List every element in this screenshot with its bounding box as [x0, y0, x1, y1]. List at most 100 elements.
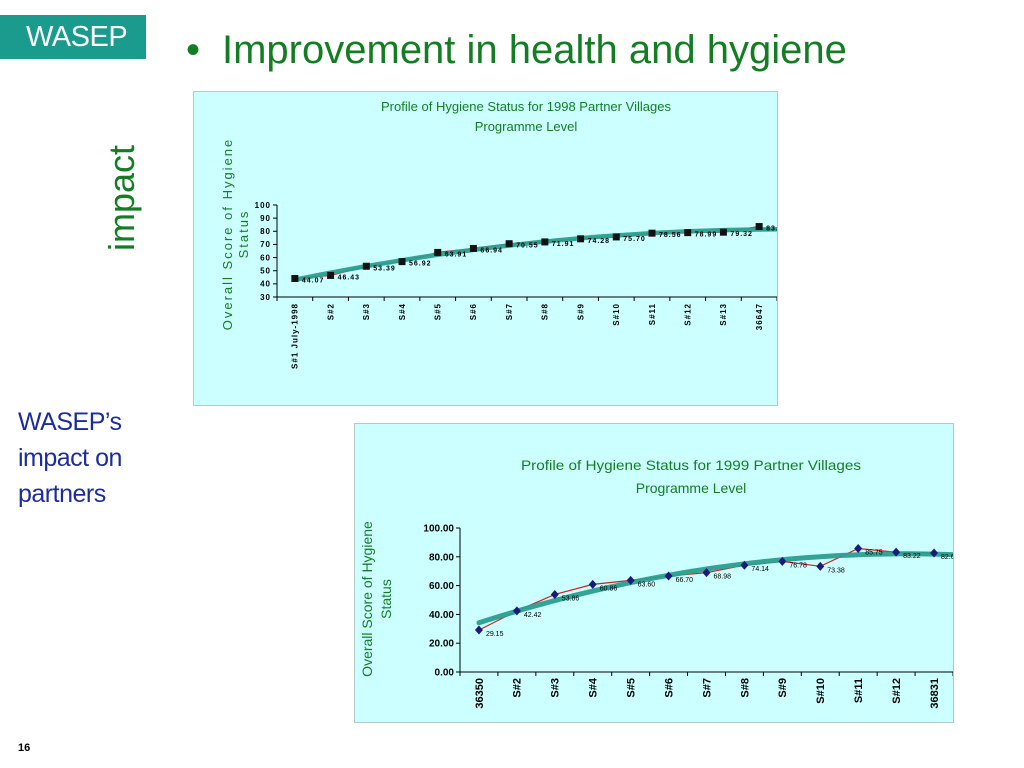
chart-1999-data-label-0: 29.15: [486, 631, 504, 638]
chart-1998-chart-subtitle: Programme Level: [475, 119, 578, 134]
chart-1998-x-tick-label-5: S#6: [469, 303, 478, 320]
slide-title: • Improvement in health and hygiene: [186, 26, 847, 74]
chart-1999-data-label-2: 53.86: [562, 595, 580, 602]
chart-1999-y-axis-title-line-2: Status: [378, 579, 394, 619]
chart-1998-data-label-7: 71.91: [552, 241, 575, 248]
chart-1999-point-1: [512, 606, 521, 616]
chart-1999-y-tick-label-0: 0.00: [435, 668, 455, 679]
chart-1998-x-tick-label-7: S#8: [541, 303, 550, 320]
chart-1999-data-label-5: 66.70: [676, 577, 694, 584]
chart-1999-point-2: [550, 589, 559, 599]
chart-1998-y-axis-title-line-2: Status: [236, 210, 251, 259]
chart-1999-x-tick-label-10: S#11: [853, 678, 865, 703]
side-caption-line-3: partners: [18, 480, 106, 508]
chart-1999-x-tick-label-4: S#5: [626, 678, 638, 698]
chart-1999-x-tick-label-3: S#4: [588, 677, 600, 697]
chart-1999-x-tick-label-9: S#10: [815, 678, 827, 704]
chart-1999-point-4: [626, 575, 635, 585]
chart-1998-y-tick-label-5: 80: [260, 227, 271, 236]
vertical-impact-label: impact: [101, 144, 142, 252]
chart-1998-x-tick-label-10: S#11: [648, 303, 657, 325]
chart-1998-point-11: [684, 229, 692, 237]
chart-1999-y-axis-title-line-1: Overall Score of Hygiene: [359, 521, 375, 677]
chart-1998-point-10: [648, 229, 656, 237]
chart-1998-data-label-1: 46.43: [338, 274, 361, 281]
chart-1998-data-label-10: 78.56: [659, 232, 682, 239]
chart-1999-svg: Profile of Hygiene Status for 1999 Partn…: [359, 457, 953, 709]
chart-1999-y-tick-label-2: 40.00: [429, 610, 454, 621]
chart-1999-point-0: [474, 625, 483, 635]
chart-1998-point-12: [719, 228, 727, 236]
chart-1999-x-tick-label-6: S#7: [701, 678, 713, 698]
chart-1998-data-label-6: 70.55: [516, 243, 539, 250]
chart-1999-data-label-10: 85.75: [865, 550, 883, 557]
chart-1999-point-9: [816, 561, 825, 571]
chart-1999-y-axis-title: Overall Score of Hygiene Status: [359, 521, 394, 677]
chart-1999-y-tick-label-4: 80.00: [429, 552, 454, 563]
chart-1998-y-axis-title: Overall Score of Hygiene Status: [220, 138, 251, 331]
chart-1999-x-tick-label-0: 36350: [474, 678, 486, 709]
chart-1998-x-tick-label-9: S#10: [612, 303, 621, 326]
chart-1998-point-3: [398, 258, 406, 266]
chart-1998-point-6: [505, 240, 513, 248]
chart-1999-series-line: [478, 547, 935, 631]
chart-1999-point-5: [664, 571, 673, 581]
wasep-logo: WASEP: [0, 15, 146, 59]
chart-1998-data-label-2: 53.39: [373, 265, 396, 272]
chart-1999-data-label-12: 82.63: [941, 554, 953, 561]
chart-1998-x-tick-label-0: S#1 July-1998: [291, 303, 300, 369]
chart-1999-point-7: [740, 560, 749, 570]
chart-1998-point-0: [291, 275, 299, 283]
chart-1998-y-tick-label-4: 70: [260, 240, 271, 249]
chart-1998-point-4: [434, 248, 442, 256]
side-caption-line-2: impact on: [18, 444, 122, 472]
chart-1998-y-tick-label-2: 50: [260, 267, 271, 276]
chart-1999-point-10: [854, 544, 863, 554]
chart-1998-data-label-3: 56.92: [409, 261, 432, 268]
chart-1998-chart-title: Profile of Hygiene Status for 1998 Partn…: [381, 99, 671, 114]
page-number: 16: [18, 742, 31, 754]
chart-1999-data-label-3: 60.86: [600, 585, 618, 592]
chart-1999-chart-subtitle: Programme Level: [636, 480, 747, 496]
chart-1998-point-8: [577, 235, 585, 243]
chart-1998-point-1: [327, 271, 335, 279]
chart-1999-x-tick-label-2: S#3: [550, 678, 562, 698]
chart-1998-data-label-9: 75.70: [623, 236, 646, 243]
chart-1999-hygiene: Profile of Hygiene Status for 1999 Partn…: [354, 423, 954, 723]
chart-1999-chart-title: Profile of Hygiene Status for 1999 Partn…: [521, 457, 861, 473]
chart-1999-data-label-8: 76.78: [789, 562, 807, 569]
chart-1998-point-7: [541, 238, 549, 246]
chart-1998-data-label-4: 63.91: [445, 251, 468, 258]
chart-1998-data-label-12: 79.32: [730, 231, 753, 238]
chart-1999-x-tick-label-7: S#8: [739, 678, 751, 698]
chart-1998-x-tick-label-13: 36647: [755, 303, 764, 330]
chart-1998-x-tick-label-4: S#5: [434, 303, 443, 320]
chart-1999-point-8: [778, 556, 787, 566]
chart-1998-point-5: [469, 244, 477, 252]
chart-1999-data-label-6: 68.98: [714, 574, 732, 581]
chart-1998-y-tick-label-1: 40: [260, 280, 271, 289]
chart-1998-svg: Profile of Hygiene Status for 1998 Partn…: [220, 99, 777, 369]
chart-1998-x-tick-label-1: S#2: [326, 303, 335, 320]
chart-1999-point-6: [702, 568, 711, 578]
chart-1999-point-3: [588, 579, 597, 589]
chart-1998-point-13: [755, 223, 763, 231]
chart-1999-data-label-11: 83.22: [903, 553, 921, 560]
chart-1998-x-tick-label-8: S#9: [576, 303, 585, 320]
chart-1998-y-tick-label-7: 100: [255, 201, 271, 210]
chart-1999-data-label-7: 74.14: [751, 566, 769, 573]
chart-1999-x-tick-label-11: S#12: [891, 678, 903, 704]
chart-1999-y-tick-label-1: 20.00: [429, 639, 454, 650]
chart-1998-point-9: [612, 233, 620, 241]
chart-1998-y-tick-label-6: 90: [260, 214, 271, 223]
chart-1999-point-11: [892, 547, 901, 557]
chart-1998-data-label-8: 74.28: [588, 238, 611, 245]
chart-1998-y-tick-label-3: 60: [260, 253, 271, 262]
chart-1998-data-label-13: 83.61: [766, 226, 777, 233]
chart-1998-x-tick-label-2: S#3: [362, 303, 371, 320]
chart-1999-x-tick-label-12: 36831: [929, 678, 941, 709]
chart-1999-y-tick-label-3: 60.00: [429, 581, 454, 592]
chart-1998-hygiene: Profile of Hygiene Status for 1998 Partn…: [193, 91, 778, 406]
chart-1999-x-tick-label-1: S#2: [512, 678, 524, 698]
chart-1999-point-12: [930, 548, 939, 558]
